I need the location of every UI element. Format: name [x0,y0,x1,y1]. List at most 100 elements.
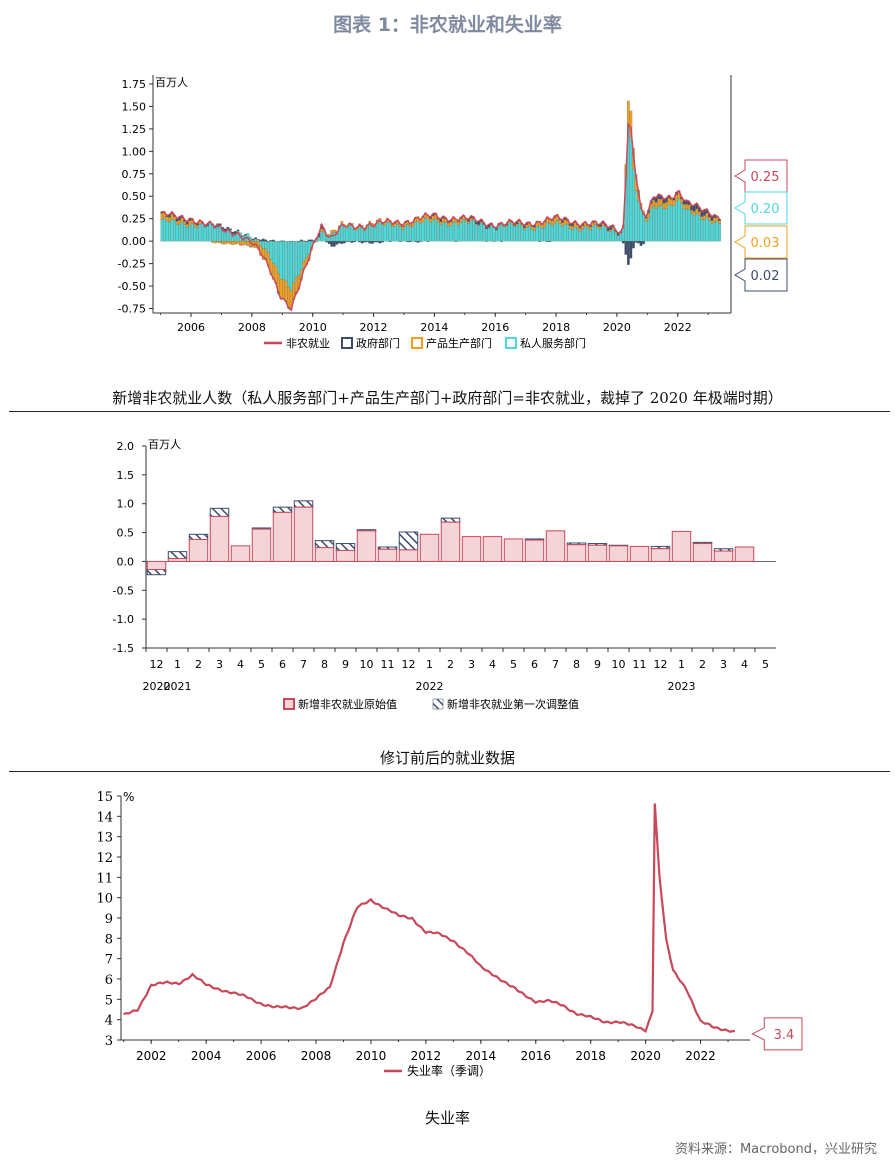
x-tick-label: 3 [720,658,727,671]
x-tick-label: 2014 [420,321,448,334]
y-tick-label: -1.5 [113,642,134,655]
x-tick-label: 8 [573,658,580,671]
x-tick-label: 2020 [603,321,631,334]
y-tick-label: 1.25 [122,123,147,136]
raw-bar [146,560,167,571]
government-bar [426,241,430,242]
x-tick-label: 2020 [630,1049,661,1063]
government-bar [414,241,417,242]
year-label: 2020 [143,680,171,693]
year-label: 2023 [668,680,696,693]
legend-label: 政府部门 [356,336,400,350]
x-tick-label: 5 [258,658,265,671]
x-tick-label: 2016 [520,1049,551,1063]
chart3-caption: 失业率 [424,1109,470,1127]
year-label: 2021 [164,680,192,693]
x-tick-label: 2010 [356,1049,387,1063]
government-bar [381,241,384,243]
y-tick-label: 4 [105,1014,113,1029]
raw-bar [188,538,209,562]
x-tick-label: 2004 [191,1049,222,1063]
value-callout-text: 0.03 [751,236,780,251]
raw-bar [692,543,713,562]
chart1-plot [160,100,721,312]
value-callout-box [734,191,788,225]
value-callout-box [734,225,788,259]
raw-bar [377,548,398,562]
page-title: 图表 1：非农就业和失业率 [333,14,562,36]
y-tick-label: 6 [105,973,113,988]
government-bar [373,241,377,243]
raw-bar [545,530,566,562]
government-bar [454,241,458,242]
raw-bar [524,539,545,562]
source-note: 资料来源：Macrobond，兴业研究 [674,1142,877,1157]
x-tick-label: 5 [510,658,517,671]
y-tick-label: -0.5 [113,584,134,597]
government-bar [228,228,232,231]
government-bar [272,239,275,242]
y-tick-label: -0.25 [118,258,146,271]
government-bar [365,241,369,243]
legend-label: 新增非农就业第一次调整值 [447,697,579,711]
government-bar [368,241,372,244]
x-tick-label: 2012 [360,321,388,334]
chart2-caption: 修订前后的就业数据 [379,749,515,767]
raw-bar [209,515,230,562]
y-unit-label: 百万人 [155,76,188,89]
raw-bar [461,536,482,562]
x-tick-label: 2016 [481,321,509,334]
legend-swatch [505,337,517,349]
raw-bar [440,521,461,562]
x-tick-label: 5 [762,658,769,671]
x-tick-label: 7 [552,658,559,671]
goods-bar [216,241,219,243]
legend-swatch [432,698,444,710]
x-tick-label: 2002 [136,1049,167,1063]
government-bar [376,241,379,243]
government-bar [236,229,240,231]
x-tick-label: 12 [654,658,668,671]
x-tick-label: 1 [426,658,433,671]
raw-bar [356,530,377,562]
government-bar [416,241,420,243]
legend-label: 产品生产部门 [426,336,492,350]
x-tick-label: 10 [360,658,374,671]
legend-label: 新增非农就业原始值 [298,697,397,711]
raw-bar [671,530,692,562]
raw-bar [734,546,755,562]
government-bar [244,234,247,236]
government-bar [305,240,308,242]
government-bar [264,239,268,242]
x-tick-label: 2 [447,658,454,671]
x-tick-label: 2018 [542,321,570,334]
government-bar [289,240,293,242]
y-unit-label: 百万人 [148,438,181,451]
divider-1 [9,411,890,412]
year-label: 2022 [416,680,444,693]
legend-label: 失业率（季调） [407,1063,491,1078]
value-callout-box [734,258,788,292]
x-tick-label: 4 [237,658,244,671]
government-bar [718,219,721,221]
y-tick-label: 15 [96,790,113,805]
unemployment-line-chart: 15 14 13 12 11 10 9 8 7 6 5 4 3% 2002 2004 2006 2008 2010… [96,790,803,1078]
government-bar [251,238,255,241]
government-bar [538,241,541,242]
x-tick-label: 2010 [299,321,327,334]
raw-bar [314,547,335,562]
government-bar [360,241,364,244]
government-bar [388,241,392,242]
government-bar [261,238,265,242]
legend-label: 非农就业 [286,336,330,350]
x-tick-label: 2008 [301,1049,332,1063]
government-bar [259,239,263,242]
government-bar [548,241,552,242]
goods-bar [213,241,217,244]
chart1-caption: 新增非农就业人数（私人服务部门+产品生产部门+政府部门=非农就业，裁掉了 202… [112,389,783,407]
value-callout: 0.02 [734,258,788,292]
government-bar [358,241,361,243]
goods-bar [244,241,247,245]
raw-bar [251,528,272,562]
